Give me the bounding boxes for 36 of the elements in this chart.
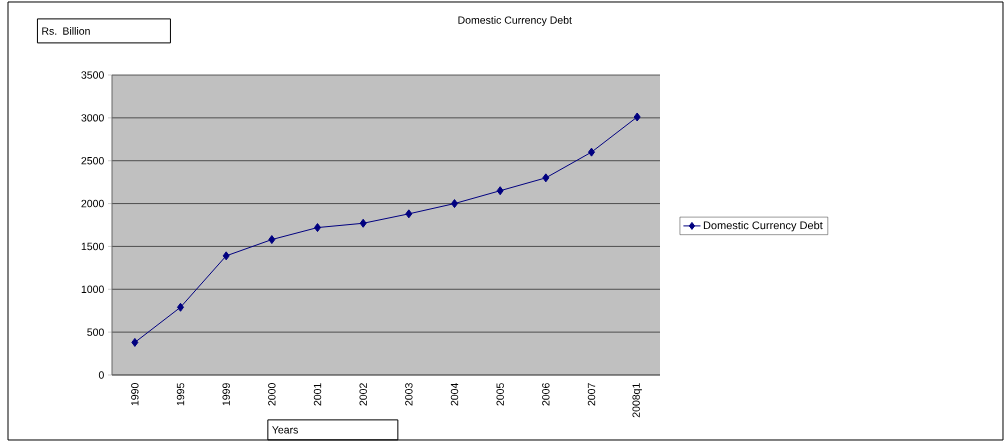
x-tick-label: 2004 bbox=[450, 383, 459, 406]
x-tick-label: 2001 bbox=[313, 383, 322, 406]
y-tick-label: 3000 bbox=[81, 114, 104, 122]
x-tick-label: 2003 bbox=[405, 383, 413, 406]
y-tick-label: 1500 bbox=[81, 242, 104, 251]
y-tick-label: 2000 bbox=[81, 199, 104, 208]
point bbox=[542, 173, 550, 183]
y-tick-label: 2500 bbox=[81, 157, 104, 165]
y-tick-label: 0 bbox=[98, 371, 104, 379]
y-tick-label: 500 bbox=[87, 328, 104, 336]
point bbox=[222, 251, 230, 261]
point bbox=[405, 209, 413, 219]
point bbox=[588, 147, 595, 157]
x-axis-title: Years bbox=[272, 426, 298, 434]
x-tick-label: 1995 bbox=[176, 383, 185, 406]
point bbox=[314, 223, 322, 233]
legend-label: Domestic Currency Debt bbox=[703, 221, 823, 232]
point bbox=[268, 235, 276, 245]
x-tick-label: 1999 bbox=[222, 383, 230, 406]
x-tick-label: 2000 bbox=[268, 383, 276, 406]
x-tick-label: 2005 bbox=[496, 383, 504, 406]
point bbox=[633, 112, 641, 122]
chart-title: Domestic Currency Debt bbox=[458, 16, 572, 26]
y-tick-label: 1000 bbox=[81, 285, 104, 293]
point bbox=[131, 337, 139, 347]
point bbox=[177, 302, 185, 312]
y-axis-title: Rs. Billion bbox=[42, 27, 90, 35]
y-tick-label: 3500 bbox=[81, 71, 104, 79]
x-tick-label: 2007 bbox=[587, 383, 596, 406]
point bbox=[359, 218, 367, 228]
x-tick-label: 2006 bbox=[542, 383, 550, 406]
x-tick-label: 1990 bbox=[131, 383, 139, 406]
point bbox=[496, 186, 504, 196]
x-tick-label: 2008q1 bbox=[632, 383, 642, 418]
point bbox=[451, 199, 459, 209]
x-tick-label: 2002 bbox=[359, 383, 367, 406]
